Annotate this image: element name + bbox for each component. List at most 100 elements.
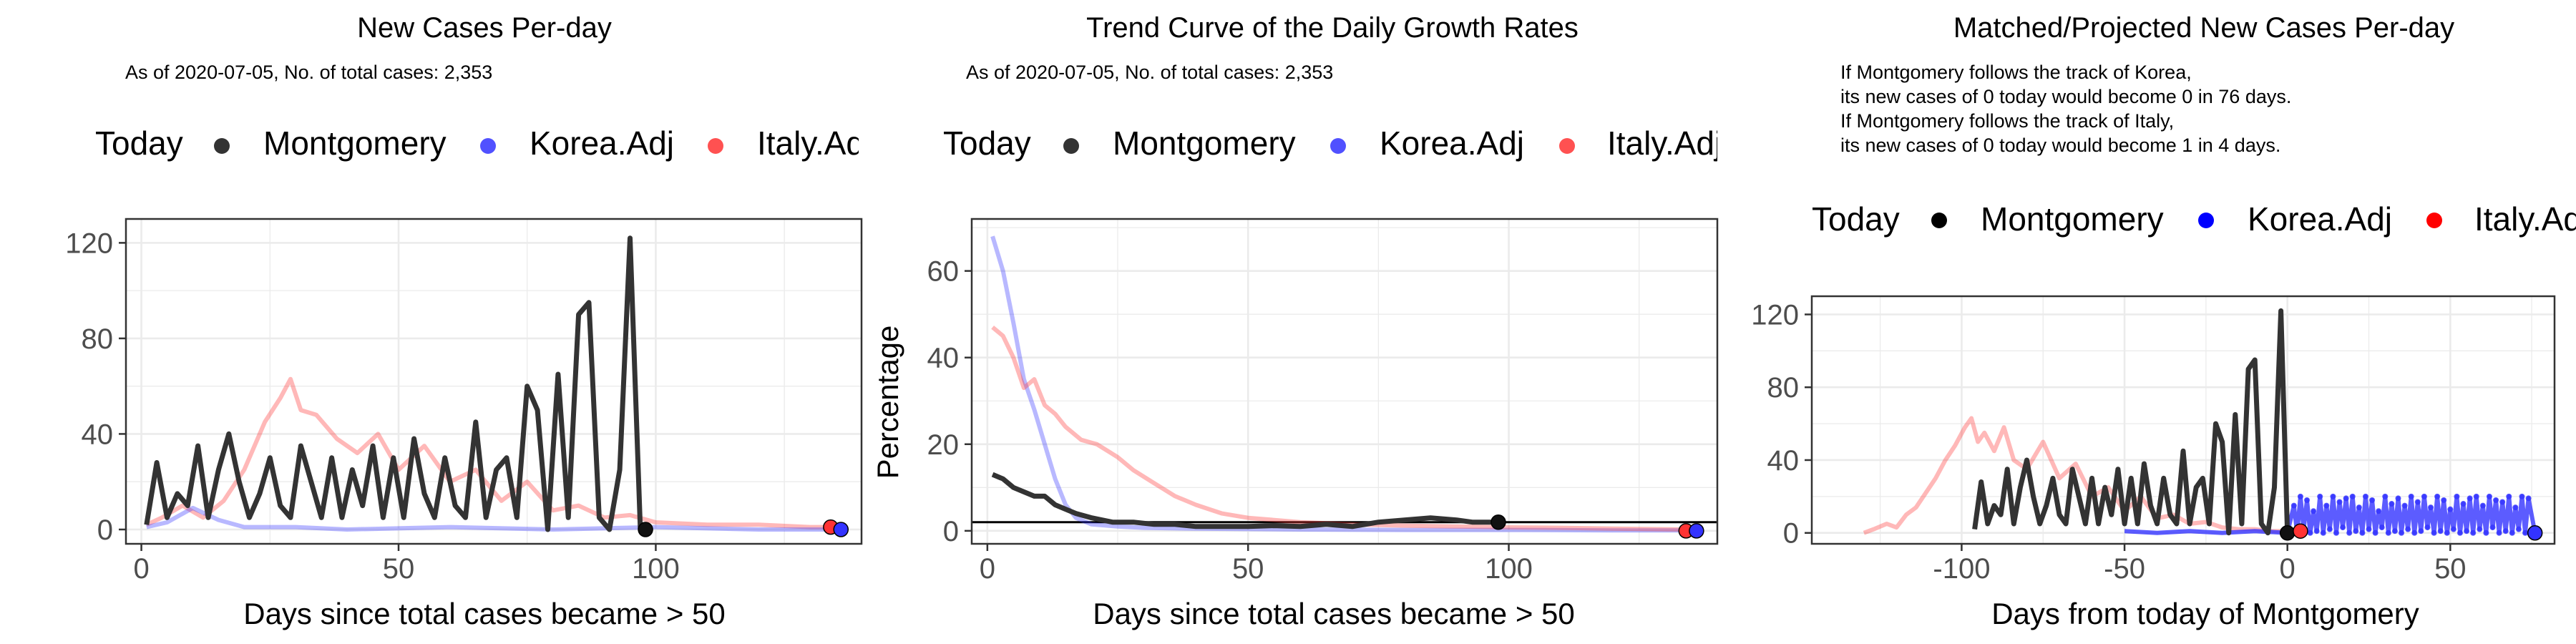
series-point-korea <box>2460 501 2467 507</box>
note-line: its new cases of 0 today would become 1 … <box>1840 135 2280 156</box>
series-point-korea <box>2408 493 2414 499</box>
series-point-korea <box>2323 502 2330 509</box>
series-point-korea <box>2395 495 2401 502</box>
series-point-korea <box>2454 493 2460 499</box>
series-point-korea <box>2349 493 2356 499</box>
series-point-korea <box>2405 526 2411 532</box>
series-point-korea <box>2311 508 2317 514</box>
legend-label-montgomery: Montgomery <box>1981 200 2164 238</box>
series-point-korea <box>2317 493 2323 499</box>
series-point-korea <box>2525 495 2532 502</box>
series-line-korea <box>2124 494 2537 535</box>
series-point-korea <box>2515 526 2522 532</box>
series-point-korea <box>2512 504 2519 511</box>
legend-title: Today <box>95 125 183 162</box>
series-point-korea <box>2391 528 2398 535</box>
series-point-korea <box>2320 530 2326 536</box>
today-marker-montgomery <box>2279 525 2296 541</box>
series-point-korea <box>2297 493 2303 499</box>
legend-key-korea <box>480 138 496 154</box>
legend-label-korea: Korea.Adj <box>1380 125 1524 162</box>
series-point-korea <box>2307 530 2313 536</box>
series-point-korea <box>2313 528 2320 535</box>
series-point-korea <box>2493 497 2499 503</box>
y-tick-label: 40 <box>82 419 114 450</box>
legend-key-korea <box>2198 213 2214 228</box>
legend-label-italy: Italy.Adj <box>2474 200 2576 238</box>
series-point-korea <box>2346 530 2353 536</box>
series-point-korea <box>2290 502 2297 509</box>
x-axis-label: Days since total cases became > 50 <box>243 597 726 630</box>
x-tick-label: 100 <box>1485 553 1533 585</box>
x-tick-label: 0 <box>2280 553 2296 585</box>
series-point-korea <box>2509 530 2515 536</box>
series-point-korea <box>2411 530 2418 536</box>
plot-area: 0 50 100 0 40 80 120 <box>65 218 863 585</box>
note-line: its new cases of 0 today would become 0 … <box>1840 86 2291 107</box>
series-point-korea <box>2499 499 2506 505</box>
series-point-korea <box>2431 530 2437 536</box>
today-marker-korea <box>1689 523 1704 539</box>
panel-subtitle: As of 2020-07-05, No. of total cases: 2,… <box>125 62 492 83</box>
series-point-korea <box>2333 530 2339 536</box>
legend-label-montgomery: Montgomery <box>1113 125 1296 162</box>
today-marker-montgomery <box>1491 514 1506 530</box>
x-tick-label: 50 <box>1232 553 1264 585</box>
y-tick-label: 40 <box>927 343 960 374</box>
series-point-korea <box>2366 526 2372 532</box>
series-line-italy <box>991 325 1687 532</box>
panel-border <box>1810 295 2556 545</box>
legend-key-montgomery <box>1931 213 1947 228</box>
series-point-korea <box>2489 525 2496 531</box>
legend-key-montgomery <box>1063 138 1079 154</box>
y-tick-label: 40 <box>1767 445 1800 477</box>
series-line-korea <box>990 235 1697 533</box>
series-point-korea <box>2389 501 2395 507</box>
y-tick-label: 0 <box>97 514 113 546</box>
series-point-korea <box>2437 528 2444 535</box>
legend-label-korea: Korea.Adj <box>2248 200 2392 238</box>
legend-key-montgomery <box>214 138 230 154</box>
plot-area: -100 -50 0 50 0 40 80 120 <box>1751 295 2556 585</box>
panel-subtitle: As of 2020-07-05, No. of total cases: 2,… <box>966 62 1333 83</box>
series-point-korea <box>2506 493 2512 499</box>
series-point-korea <box>2385 530 2391 536</box>
x-axis-label: Days since total cases became > 50 <box>1093 597 1575 630</box>
x-axis-label: Days from today of Montgomery <box>1991 597 2419 630</box>
x-tick-label: 50 <box>2434 553 2467 585</box>
panel-growth-rates: Trend Curve of the Daily Growth Rates As… <box>871 12 1722 630</box>
panel-matched-projected: Matched/Projected New Cases Per-day If M… <box>1812 12 2576 630</box>
series-point-korea <box>2447 506 2454 512</box>
series-point-korea <box>2441 497 2447 503</box>
series-point-korea <box>2421 493 2427 499</box>
series-point-korea <box>2483 530 2489 536</box>
y-tick-label: 60 <box>927 256 960 288</box>
series-point-korea <box>2477 526 2483 532</box>
series-point-korea <box>2486 493 2492 499</box>
today-marker-korea <box>2527 525 2543 541</box>
series-point-korea <box>2382 493 2389 499</box>
x-tick-label: 0 <box>980 553 995 585</box>
series-point-korea <box>2457 530 2463 536</box>
panel-border <box>970 218 1719 545</box>
series-point-korea <box>2399 530 2405 536</box>
y-tick-label: 20 <box>927 429 960 461</box>
series-point-korea <box>2340 525 2346 531</box>
note-line: If Montgomery follows the track of Korea… <box>1840 62 2192 83</box>
y-tick-label: 80 <box>1767 372 1800 404</box>
legend-label-italy: Italy.Adj <box>1607 125 1722 162</box>
legend-key-italy <box>1559 138 1575 154</box>
x-tick-label: 0 <box>133 553 149 585</box>
series-line-montgomery <box>1972 308 2290 536</box>
y-tick-label: 120 <box>1751 299 1799 331</box>
legend: Today Montgomery Korea.Adj Italy.Adj <box>95 125 859 162</box>
series-point-korea <box>2467 495 2473 502</box>
series-point-korea <box>2479 502 2486 509</box>
y-axis-label: Percentage <box>871 326 904 479</box>
series-point-korea <box>2434 493 2441 499</box>
series-point-korea <box>2414 499 2421 505</box>
series-point-korea <box>2522 530 2529 536</box>
legend-label-montgomery: Montgomery <box>263 125 447 162</box>
note-line: If Montgomery follows the track of Italy… <box>1840 110 2174 132</box>
